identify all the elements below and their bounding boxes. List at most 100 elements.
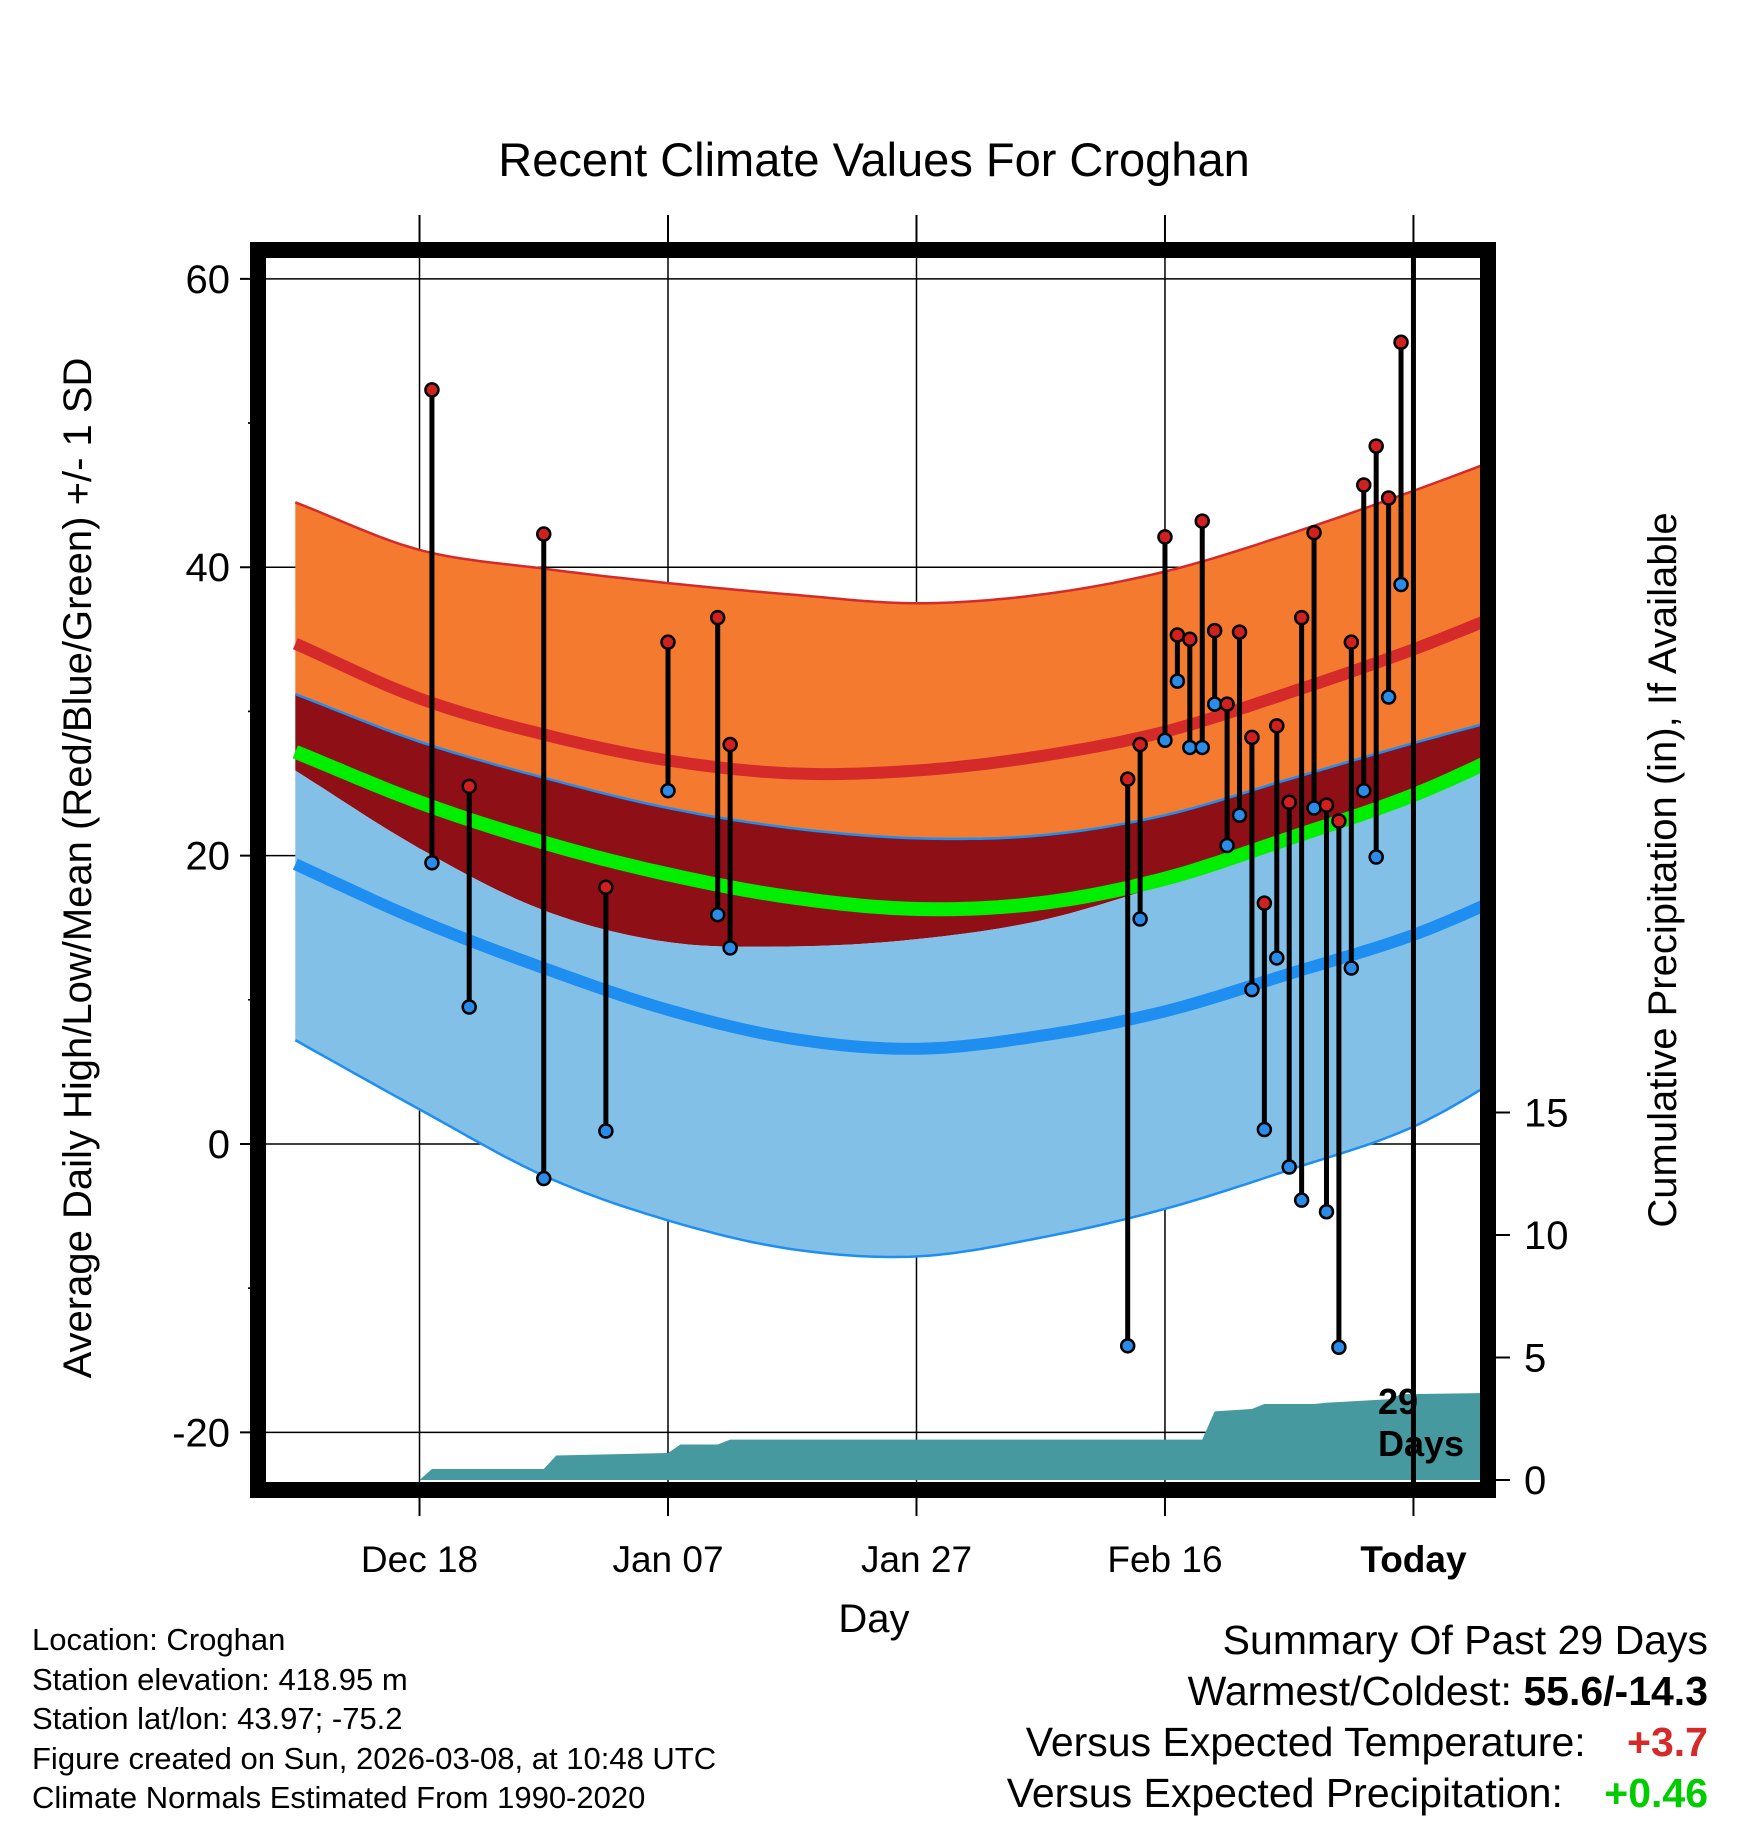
summary-temp-label: Versus Expected Temperature: [1025,1719,1586,1765]
obs-low-point-10 [1169,673,1186,689]
axes: -20 0 20 40 60 0 5 10 15 Dec 18 Jan 07 Jan 27 Feb 16… [172,215,1569,1580]
obs-high-point-17 [1256,895,1273,911]
obs-low-point-22 [1318,1203,1335,1220]
precip-area [258,1393,1488,1480]
x-tick-label-3: Feb 16 [1107,1539,1222,1580]
y2-tick-label-3: 15 [1524,1092,1569,1136]
obs-low-point-14 [1219,837,1235,854]
obs-low-point-26 [1368,849,1384,865]
obs-high-point-27 [1380,490,1397,506]
obs-high-point-12 [1194,513,1210,529]
obs-high-point-18 [1269,718,1285,734]
obs-low-point-20 [1293,1192,1310,1208]
summary-panel: Summary Of Past 29 Days Warmest/Coldest:… [1007,1615,1708,1819]
obs-high-point-21 [1306,524,1322,541]
obs-high-point-19 [1281,794,1297,810]
mean-band-upper-edge [294,692,1488,841]
y2-tick-label-0: 0 [1524,1459,1546,1503]
obs-high-point-8 [1132,736,1148,753]
low-mean-line [292,858,1488,1055]
created-text: Figure created on Sun, 2026-03-08, at 10… [32,1740,717,1776]
y-axis-label: Average Daily High/Low/Mean (Red/Blue/Gr… [56,358,100,1379]
normals-text: Climate Normals Estimated From 1990-2020 [32,1780,646,1815]
obs-low-point-25 [1356,782,1372,799]
obs-high-point-22 [1318,797,1335,813]
obs-low-point-18 [1269,950,1285,966]
high-mean-line [292,613,1488,781]
obs-low-point-24 [1343,960,1360,976]
summary-precip-label: Versus Expected Precipitation: [1006,1770,1563,1816]
obs-high-point-24 [1343,634,1360,650]
obs-low-point-16 [1244,981,1260,998]
obs-high-point-5 [709,609,726,626]
plot-frame [250,242,1496,1498]
precip-cumulative-area [258,1393,1488,1480]
summary-warmest-value: 55.6/-14.3 [1523,1668,1708,1714]
obs-low-point-1 [461,999,477,1015]
y-tick-label-3: 40 [186,546,231,590]
obs-low-point-19 [1281,1159,1297,1175]
obs-high-point-15 [1231,624,1248,640]
obs-high-point-1 [461,778,477,795]
window-label-line2: Days [1378,1423,1464,1464]
chart-title: Recent Climate Values For Croghan [498,133,1249,186]
latlon-text: Station lat/lon: 43.97; -75.2 [32,1701,403,1736]
window-label-line1: 29 [1378,1381,1418,1422]
location-text: Location: Croghan [32,1622,286,1657]
low-band [295,769,1488,1257]
x-tick-label-2: Jan 27 [861,1539,972,1580]
y-tick-label-4: 60 [186,258,231,302]
obs-high-point-9 [1157,529,1173,545]
summary-title: Summary Of Past 29 Days [1222,1617,1708,1663]
summary-warmest-label: Warmest/Coldest: [1187,1668,1512,1714]
obs-high-point-10 [1169,627,1186,643]
x-tick-label-0: Dec 18 [361,1539,478,1580]
high-band-upper-edge [294,461,1488,605]
obs-low-point-23 [1331,1339,1347,1356]
obs-low-point-11 [1182,739,1198,756]
obs-low-point-28 [1393,576,1409,593]
obs-low-point-12 [1194,739,1210,756]
mean-band [295,694,1488,947]
mean-mean-line [292,745,1488,917]
low-band-lower-edge [294,1039,1488,1259]
obs-high-point-16 [1244,729,1260,746]
obs-low-point-3 [598,1123,614,1139]
station-info: Location: Croghan Station elevation: 418… [32,1620,716,1818]
summary-precip-row: Versus Expected Precipitation: +0.46 [1007,1768,1708,1819]
summary-precip-value: +0.46 [1604,1770,1708,1816]
obs-high-point-28 [1393,334,1409,351]
summary-temp-row: Versus Expected Temperature: +3.7 [1007,1717,1708,1768]
obs-high-point-11 [1182,631,1198,648]
obs-low-point-21 [1306,800,1322,816]
observations [424,250,1416,1490]
obs-low-point-15 [1231,807,1248,823]
elevation-text: Station elevation: 418.95 m [32,1661,408,1697]
obs-high-point-2 [536,526,552,542]
summary-warmest-row: Warmest/Coldest: 55.6/-14.3 [1007,1666,1708,1717]
obs-high-point-26 [1368,438,1384,454]
obs-low-point-6 [722,940,738,956]
obs-high-point-20 [1293,609,1310,626]
y2-tick-label-1: 5 [1524,1337,1546,1381]
obs-low-point-9 [1157,732,1173,748]
obs-high-point-13 [1206,622,1223,639]
obs-low-point-7 [1119,1338,1136,1354]
obs-low-point-2 [536,1170,552,1187]
y2-tick-label-2: 10 [1524,1214,1569,1258]
obs-high-point-0 [424,382,440,398]
obs-high-point-23 [1331,813,1347,829]
x-tick-label-4: Today [1360,1539,1467,1580]
obs-low-point-17 [1256,1121,1273,1138]
obs-low-point-4 [660,782,676,799]
obs-low-point-5 [709,906,726,923]
obs-low-point-13 [1206,696,1223,712]
obs-low-point-27 [1380,689,1397,705]
summary-temp-value: +3.7 [1627,1719,1708,1765]
y2-axis-label: Cumulative Precipitation (in), If Availa… [1641,512,1685,1227]
obs-high-point-4 [660,634,676,650]
obs-low-point-8 [1132,911,1148,927]
obs-high-point-7 [1119,771,1136,787]
y-tick-label-2: 20 [186,835,231,879]
